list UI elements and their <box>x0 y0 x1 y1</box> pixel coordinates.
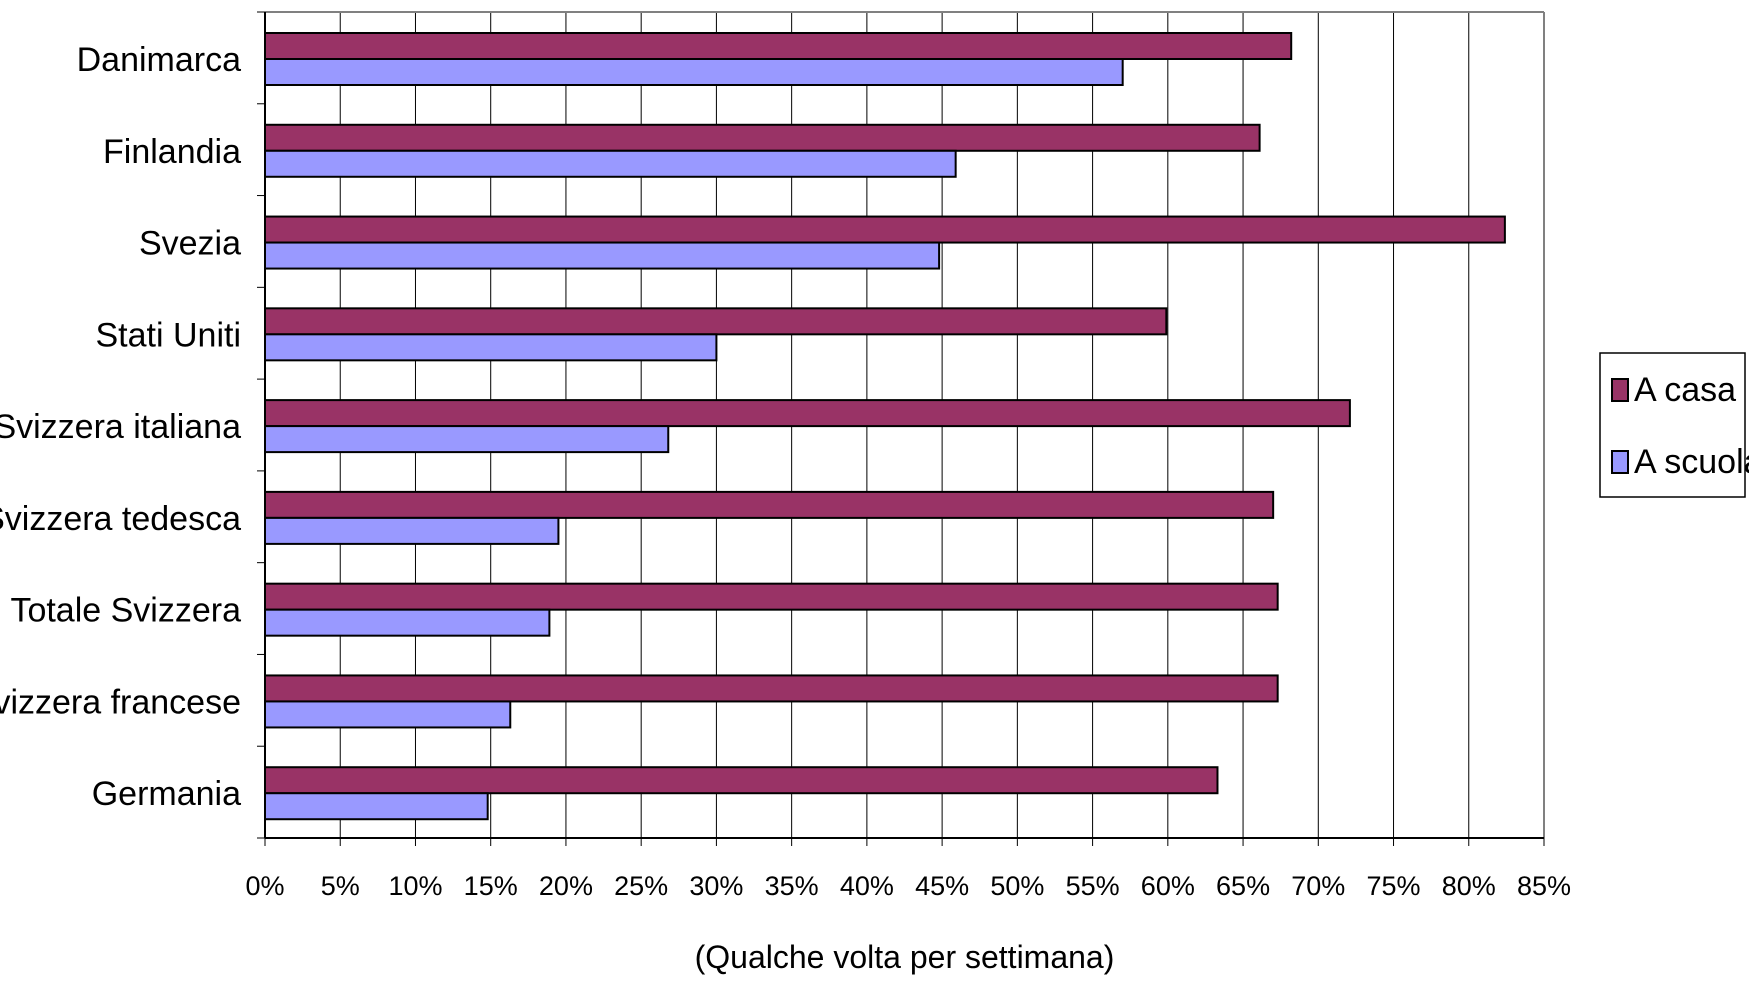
x-tick-label: 70% <box>1291 871 1345 901</box>
x-tick-label: 40% <box>840 871 894 901</box>
legend-swatch <box>1611 450 1629 474</box>
x-tick-label: 60% <box>1141 871 1195 901</box>
x-tick-label: 55% <box>1066 871 1120 901</box>
bars <box>264 32 1506 821</box>
bar-a-casa <box>264 307 1168 336</box>
legend: A casa A scuola <box>1599 352 1749 498</box>
x-tick-label: 85% <box>1517 871 1571 901</box>
legend-swatch <box>1611 378 1629 402</box>
bar-a-scuola <box>264 792 489 821</box>
x-axis-title: (Qualche volta per settimana) <box>695 939 1115 975</box>
x-tick-label: 75% <box>1367 871 1421 901</box>
category-label: Danimarca <box>77 41 241 79</box>
bar-a-casa <box>264 674 1279 703</box>
x-tick-label: 15% <box>464 871 518 901</box>
bar-a-scuola <box>264 700 512 729</box>
x-tick-label: 80% <box>1442 871 1496 901</box>
x-tick-label: 45% <box>915 871 969 901</box>
bar-a-scuola <box>264 516 560 545</box>
category-label: Germania <box>92 775 241 813</box>
category-label: Totale Svizzera <box>10 592 241 630</box>
bar-a-scuola <box>264 425 670 454</box>
x-tick-label: 0% <box>245 871 284 901</box>
category-label: Stati Uniti <box>96 316 242 354</box>
category-label: Finlandia <box>103 133 241 171</box>
bar-a-casa <box>264 490 1275 519</box>
bar-a-casa <box>264 399 1351 428</box>
bar-a-casa <box>264 123 1261 152</box>
x-tick-labels: 0% 5% 10% 15% 20% 25% 30% 35% 40% 45% 50% 55% 60% 65%… <box>245 871 1571 901</box>
category-label: Svizzera tedesca <box>0 500 241 538</box>
x-tick-label: 20% <box>539 871 593 901</box>
x-tick-label: 65% <box>1216 871 1270 901</box>
bar-a-scuola <box>264 241 941 270</box>
category-label: Svizzera italiana <box>0 408 241 446</box>
x-tick-label: 30% <box>689 871 743 901</box>
bar-a-casa <box>264 766 1219 795</box>
bar-a-scuola <box>264 608 551 637</box>
x-tick-label: 5% <box>321 871 360 901</box>
bar-a-casa <box>264 582 1279 611</box>
x-tick-label: 10% <box>388 871 442 901</box>
legend-label: A scuola <box>1634 443 1749 481</box>
legend-label: A casa <box>1634 371 1736 409</box>
category-labels: Danimarca Finlandia Svezia Stati Uniti Svizz… <box>0 41 241 813</box>
category-label: Svizzera francese <box>0 683 241 721</box>
category-label: Svezia <box>139 225 241 263</box>
x-tick-label: 35% <box>765 871 819 901</box>
bar-a-casa <box>264 32 1293 60</box>
x-tick-label: 25% <box>614 871 668 901</box>
bar-a-scuola <box>264 333 718 362</box>
bar-a-scuola <box>264 58 1124 86</box>
bar-a-casa <box>264 215 1506 244</box>
axes <box>257 11 1545 846</box>
x-tick-label: 50% <box>990 871 1044 901</box>
bar-a-scuola <box>264 149 957 178</box>
